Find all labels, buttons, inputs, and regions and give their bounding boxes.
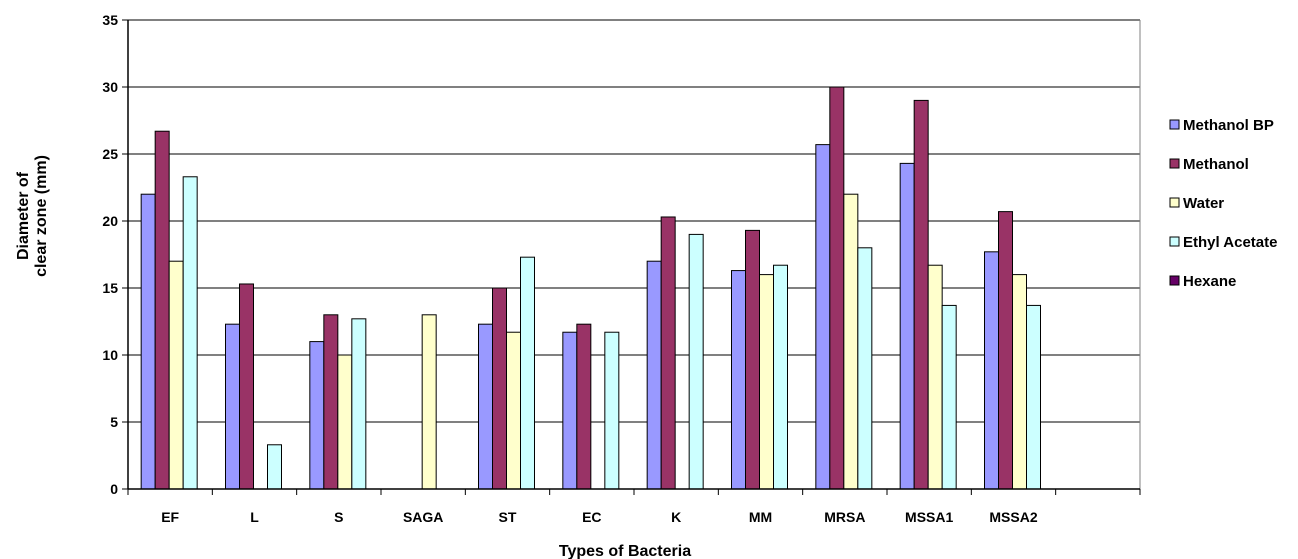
bar: [225, 323, 240, 490]
x-tick-label: EF: [161, 509, 179, 525]
x-tick-label: MM: [749, 509, 772, 525]
y-tick-label: 20: [102, 213, 118, 229]
bar: [576, 323, 592, 490]
y-tick-labels: 0 5 10 15 20 25 30 35: [102, 12, 118, 497]
bar: [492, 287, 507, 490]
bar: [815, 144, 831, 490]
bar: [745, 229, 760, 490]
y-axis-title-line-2: clear zone (mm): [33, 155, 50, 277]
bar: [759, 274, 774, 490]
x-tick-labels: EF L S SAGA ST EC K MM MRSA MSSA1 MSSA2: [161, 509, 1038, 525]
legend: Methanol BP Methanol Water Ethyl Acetate Hex…: [1169, 117, 1277, 290]
bar: [1026, 304, 1041, 490]
x-tick-label: S: [334, 509, 343, 525]
bar: [267, 444, 282, 490]
legend-swatch: [1169, 236, 1180, 247]
bar: [646, 260, 662, 490]
x-axis-title: Types of Bacteria: [559, 543, 691, 559]
bar: [168, 260, 184, 490]
bar: [1012, 274, 1027, 490]
bar: [323, 314, 339, 490]
y-tick-label: 25: [102, 146, 118, 162]
y-tick-label: 5: [110, 414, 118, 430]
bar: [660, 216, 676, 490]
legend-label: Ethyl Acetate: [1183, 234, 1277, 251]
legend-label: Methanol BP: [1183, 117, 1274, 134]
bar: [857, 247, 873, 490]
x-tick-label: L: [250, 509, 259, 525]
x-tick-label: EC: [582, 509, 601, 525]
x-tick-label: K: [671, 509, 681, 525]
bar: [140, 193, 156, 490]
x-tick-label: MSSA1: [905, 509, 953, 525]
bar: [337, 354, 353, 490]
legend-swatch: [1169, 275, 1180, 286]
bar: [688, 233, 704, 490]
x-tick-label: SAGA: [403, 509, 443, 525]
legend-label: Hexane: [1183, 273, 1236, 290]
bar: [941, 304, 957, 490]
bar: [506, 331, 521, 490]
y-axis-title-line-1: Diameter of: [15, 171, 32, 260]
legend-swatch: [1169, 197, 1180, 208]
bar: [478, 323, 493, 490]
legend-swatch: [1169, 158, 1180, 169]
bar: [984, 251, 999, 490]
y-tick-label: 35: [102, 12, 118, 28]
bar: [927, 264, 943, 490]
bar: [773, 264, 788, 490]
axes: [122, 19, 1141, 495]
bar: [309, 341, 325, 490]
y-tick-label: 30: [102, 79, 118, 95]
bar: [562, 331, 578, 490]
gridlines: [128, 19, 1140, 423]
legend-swatch: [1169, 119, 1180, 130]
y-tick-label: 15: [102, 280, 118, 296]
bar: [998, 211, 1013, 490]
legend-label: Water: [1183, 195, 1224, 212]
y-tick-label: 0: [110, 481, 118, 497]
legend-label: Methanol: [1183, 156, 1249, 173]
y-tick-label: 10: [102, 347, 118, 363]
x-tick-label: MSSA2: [989, 509, 1037, 525]
bars: [140, 86, 1041, 490]
bar: [154, 130, 170, 490]
bar: [182, 176, 198, 490]
bar: [913, 99, 929, 490]
bar: [520, 256, 535, 490]
y-axis-title: Diameter of clear zone (mm): [15, 155, 50, 277]
bar: [899, 162, 915, 490]
bar: [604, 331, 620, 490]
bar: [239, 283, 254, 490]
bar: [829, 86, 845, 490]
bar: [351, 318, 367, 490]
x-tick-label: MRSA: [824, 509, 865, 525]
bar: [731, 270, 746, 490]
x-tick-label: ST: [499, 509, 517, 525]
bar: [843, 193, 859, 490]
bar: [421, 314, 437, 490]
